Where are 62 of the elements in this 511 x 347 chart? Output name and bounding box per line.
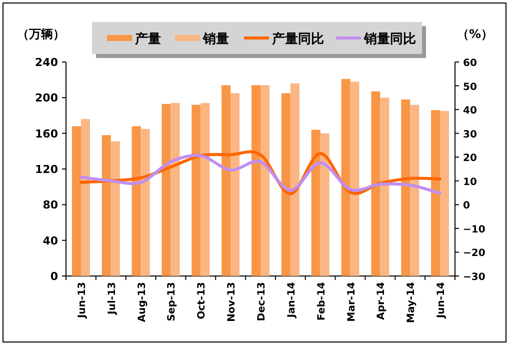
bar [260, 85, 270, 276]
bar [281, 93, 290, 276]
bar [230, 93, 240, 276]
legend-label: 产量 [134, 31, 161, 47]
y-axis-title: （万辆） [17, 27, 65, 41]
y2-axis-title: （%） [456, 27, 494, 41]
x-tick-label: Jan-14 [286, 282, 298, 319]
x-tick-label: Jun-14 [436, 282, 448, 320]
bar [252, 85, 260, 276]
y2-tick-label: −10 [463, 224, 486, 236]
bar [371, 91, 380, 276]
y-tick-label: 0 [50, 270, 58, 283]
y-tick-label: 120 [35, 163, 58, 176]
y-tick-label: 160 [35, 127, 58, 140]
x-tick-label: Nov-13 [226, 282, 238, 322]
y-tick-label: 40 [42, 234, 58, 248]
x-tick-label: Jul-13 [106, 282, 118, 316]
y-tick-label: 200 [35, 92, 58, 105]
x-tick-label: Mar-14 [346, 282, 358, 322]
x-tick-label: May-14 [406, 282, 418, 323]
y2-tick-label: 60 [463, 58, 477, 69]
x-tick-label: Sep-13 [166, 282, 178, 322]
legend-label: 销量同比 [363, 32, 416, 47]
x-tick-label: Feb-14 [316, 282, 328, 320]
bar [401, 99, 410, 276]
bar [380, 98, 390, 276]
bar [350, 82, 360, 276]
bar [410, 104, 420, 276]
bar [192, 104, 201, 276]
bar [102, 135, 111, 276]
legend-label: 销量 [202, 32, 229, 47]
x-tick-label: Oct-13 [196, 282, 208, 320]
y2-tick-label: −20 [463, 248, 486, 260]
y2-tick-label: 30 [463, 129, 477, 140]
x-tick-label: Dec-13 [256, 282, 268, 322]
bar [132, 126, 141, 276]
y2-tick-label: 0 [463, 200, 470, 212]
y2-tick-label: 40 [463, 106, 477, 117]
x-tick-label: Apr-14 [376, 282, 388, 320]
y2-tick-label: 10 [463, 176, 477, 188]
bar [431, 110, 440, 276]
y2-tick-label: 50 [463, 82, 477, 93]
legend-label: 产量同比 [271, 31, 324, 47]
bar [72, 126, 81, 276]
y-tick-label: 240 [35, 56, 58, 69]
bar [222, 85, 231, 276]
bar [341, 78, 350, 276]
bar [170, 103, 180, 276]
bar [110, 141, 120, 276]
y2-tick-label: 20 [463, 153, 477, 164]
bar [200, 103, 210, 276]
y-tick-label: 80 [42, 198, 58, 212]
bar [440, 111, 450, 276]
bar [290, 83, 300, 276]
bar [320, 133, 330, 276]
y2-tick-label: −30 [463, 272, 486, 283]
bar [80, 119, 90, 276]
bar [140, 128, 150, 276]
x-tick-label: Aug-13 [136, 282, 148, 322]
bar [162, 104, 171, 276]
bar [311, 130, 320, 276]
x-tick-label: Jun-13 [76, 282, 88, 320]
